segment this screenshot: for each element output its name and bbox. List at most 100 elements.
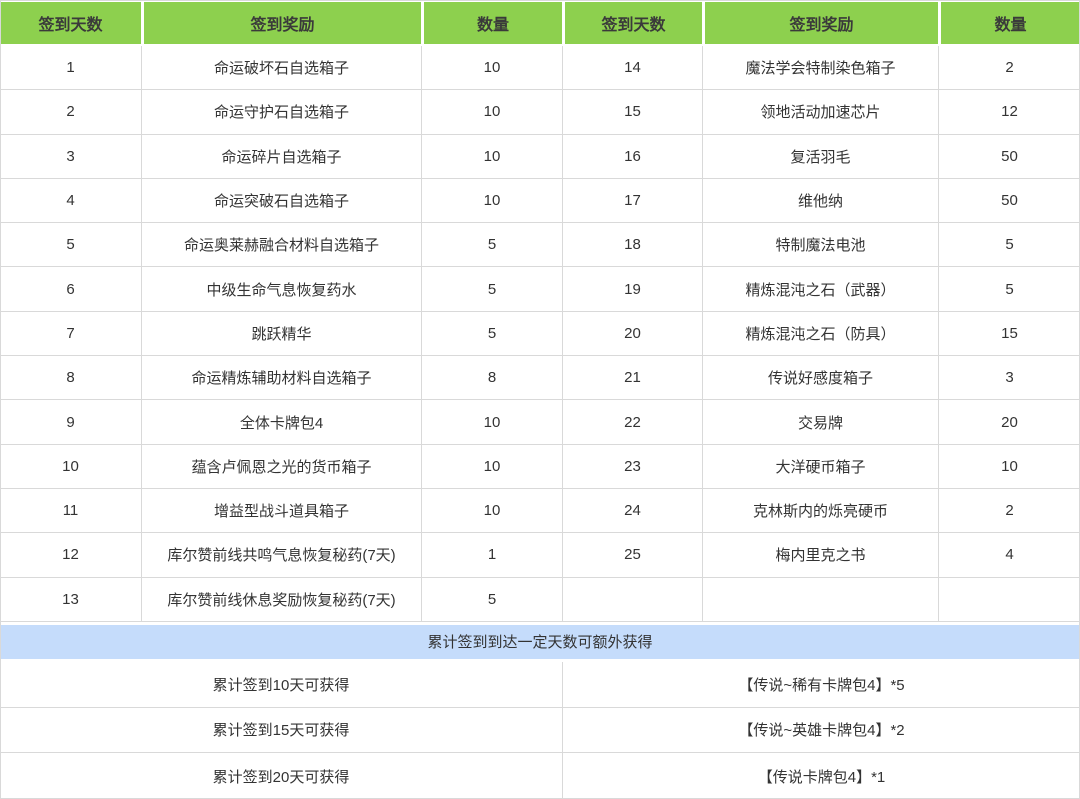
day-cell: 7 (66, 324, 75, 342)
day-cell: 2 (66, 103, 75, 121)
day-cell: 11 (62, 502, 79, 520)
day-cell: 21 (562, 356, 702, 400)
reward-cell: 领地活动加速芯片 (702, 90, 938, 134)
qty-cell: 50 (938, 134, 1080, 178)
reward-cell: 传说好感度箱子 (702, 356, 938, 400)
table-row: 7 跳跃精华 5 20 精炼混沌之石（防具） 15 (0, 311, 1080, 357)
bonus-row: 累计签到15天可获得 【传说~英雄卡牌包4】*2 (0, 707, 1080, 754)
reward-cell: 梅内里克之书 (702, 533, 938, 577)
day-cell: 19 (562, 267, 702, 311)
day-cell: 13 (62, 590, 79, 608)
bonus-reward-cell: 【传说~稀有卡牌包4】*5 (562, 661, 1080, 707)
qty-cell: 20 (938, 400, 1080, 444)
table-row: 1 命运破坏石自选箱子 10 14 魔法学会特制染色箱子 2 (0, 46, 1080, 91)
qty-cell: 15 (938, 311, 1080, 356)
col-header-quantity-left: 数量 (421, 2, 562, 44)
day-cell: 23 (562, 444, 702, 488)
table-row: 5 命运奥莱赫融合材料自选箱子 5 18 特制魔法电池 5 (0, 223, 1080, 268)
bonus-rows: 累计签到10天可获得 【传说~稀有卡牌包4】*5 累计签到15天可获得 【传说~英雄卡… (0, 661, 1080, 799)
qty-cell: 10 (421, 90, 562, 134)
qty-cell: 12 (938, 90, 1080, 134)
qty-cell: 10 (421, 178, 562, 223)
reward-cell: 魔法学会特制染色箱子 (702, 46, 938, 90)
qty-cell: 50 (938, 178, 1080, 223)
table-row: 13 库尔赞前线休息奖励恢复秘药(7天) 5 (0, 577, 1080, 622)
table-row: 8 命运精炼辅助材料自选箱子 8 21 传说好感度箱子 3 (0, 356, 1080, 401)
qty-cell: 8 (421, 356, 562, 400)
qty-cell: 10 (421, 46, 562, 90)
bonus-row: 累计签到10天可获得 【传说~稀有卡牌包4】*5 (0, 661, 1080, 708)
day-cell: 10 (62, 457, 79, 475)
reward-cell: 增益型战斗道具箱子 (141, 488, 421, 533)
qty-cell: 10 (421, 400, 562, 444)
day-cell: 24 (562, 488, 702, 533)
table-row: 6 中级生命气息恢复药水 5 19 精炼混沌之石（武器） 5 (0, 267, 1080, 312)
day-cell: 8 (66, 369, 75, 387)
reward-cell: 精炼混沌之石（防具） (702, 311, 938, 356)
table-row: 10 蕴含卢佩恩之光的货币箱子 10 23 大洋硬币箱子 10 (0, 444, 1080, 489)
day-cell: 22 (562, 400, 702, 444)
qty-cell: 5 (421, 267, 562, 311)
reward-cell: 命运精炼辅助材料自选箱子 (141, 356, 421, 400)
qty-cell (938, 577, 1080, 621)
day-cell: 14 (562, 46, 702, 90)
reward-cell: 维他纳 (702, 178, 938, 223)
day-cell: 6 (66, 280, 75, 298)
bonus-condition-cell: 累计签到15天可获得 (212, 722, 350, 740)
bonus-row: 累计签到20天可获得 【传说卡牌包4】*1 (0, 753, 1080, 799)
reward-cell: 交易牌 (702, 400, 938, 444)
qty-cell: 5 (421, 311, 562, 356)
table-row: 3 命运碎片自选箱子 10 16 复活羽毛 50 (0, 134, 1080, 179)
qty-cell: 1 (421, 533, 562, 577)
day-cell: 25 (562, 533, 702, 577)
reward-cell: 库尔赞前线休息奖励恢复秘药(7天) (141, 577, 421, 621)
reward-cell: 命运破坏石自选箱子 (141, 46, 421, 90)
qty-cell: 2 (938, 488, 1080, 533)
reward-cell: 克林斯内的烁亮硬币 (702, 488, 938, 533)
day-cell: 3 (66, 147, 75, 165)
bonus-condition-cell: 累计签到20天可获得 (212, 768, 350, 786)
reward-cell: 命运奥莱赫融合材料自选箱子 (141, 223, 421, 267)
day-cell: 17 (562, 178, 702, 223)
reward-cell: 精炼混沌之石（武器） (702, 267, 938, 311)
table-row: 12 库尔赞前线共鸣气息恢复秘药(7天) 1 25 梅内里克之书 4 (0, 533, 1080, 578)
reward-cell: 蕴含卢佩恩之光的货币箱子 (141, 444, 421, 488)
reward-cell (702, 577, 938, 621)
day-cell: 12 (62, 546, 79, 564)
day-cell: 20 (562, 311, 702, 356)
qty-cell: 10 (421, 444, 562, 488)
col-header-signin-reward-right: 签到奖励 (702, 2, 938, 44)
qty-cell: 2 (938, 46, 1080, 90)
day-cell: 16 (562, 134, 702, 178)
table-row: 9 全体卡牌包4 10 22 交易牌 20 (0, 400, 1080, 445)
col-header-signin-reward-left: 签到奖励 (141, 2, 421, 44)
reward-cell: 命运守护石自选箱子 (141, 90, 421, 134)
reward-cell: 大洋硬币箱子 (702, 444, 938, 488)
reward-cell: 全体卡牌包4 (141, 400, 421, 444)
day-cell: 18 (562, 223, 702, 267)
qty-cell: 5 (938, 267, 1080, 311)
reward-cell: 命运碎片自选箱子 (141, 134, 421, 178)
day-cell: 15 (562, 90, 702, 134)
day-cell: 4 (66, 192, 75, 210)
qty-cell: 5 (938, 223, 1080, 267)
table-row: 2 命运守护石自选箱子 10 15 领地活动加速芯片 12 (0, 90, 1080, 135)
table-row: 11 增益型战斗道具箱子 10 24 克林斯内的烁亮硬币 2 (0, 488, 1080, 534)
qty-cell: 5 (421, 223, 562, 267)
day-cell: 1 (66, 59, 75, 77)
qty-cell: 10 (421, 134, 562, 178)
day-cell (562, 577, 702, 621)
qty-cell: 4 (938, 533, 1080, 577)
table-header-row: 签到天数 签到奖励 数量 签到天数 签到奖励 数量 (0, 0, 1080, 46)
reward-cell: 特制魔法电池 (702, 223, 938, 267)
reward-cell: 命运突破石自选箱子 (141, 178, 421, 223)
qty-cell: 10 (938, 444, 1080, 488)
bonus-condition-cell: 累计签到10天可获得 (212, 676, 350, 694)
day-cell: 5 (66, 236, 75, 254)
day-cell: 9 (66, 413, 75, 431)
col-header-signin-days-right: 签到天数 (562, 2, 702, 44)
table-row: 4 命运突破石自选箱子 10 17 维他纳 50 (0, 178, 1080, 224)
qty-cell: 10 (421, 488, 562, 533)
reward-cell: 库尔赞前线共鸣气息恢复秘药(7天) (141, 533, 421, 577)
